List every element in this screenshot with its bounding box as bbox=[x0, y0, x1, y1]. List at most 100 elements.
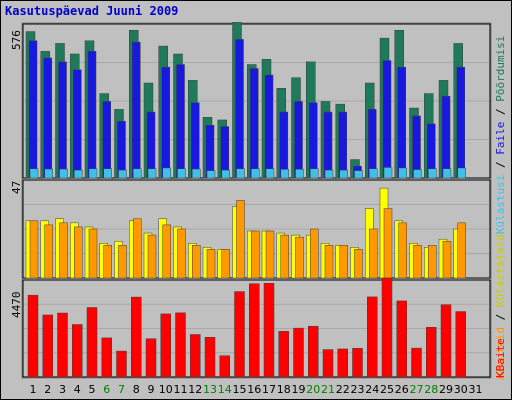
bar-kbaite-day-29 bbox=[440, 304, 452, 378]
bar-klastusi-day-11 bbox=[177, 168, 186, 179]
x-tick-day-9: 9 bbox=[148, 383, 155, 396]
bar-faile-day-13 bbox=[205, 124, 215, 179]
bar-klastusi-day-16 bbox=[251, 168, 260, 179]
bar-faile-day-7 bbox=[117, 121, 126, 179]
bar-arvuteid-day-23 bbox=[354, 249, 363, 279]
x-tick-day-2: 2 bbox=[44, 383, 51, 396]
bar-arvuteid-day-20 bbox=[310, 228, 319, 279]
x-tick-day-23: 23 bbox=[351, 383, 365, 396]
bar-faile-day-17 bbox=[264, 74, 274, 179]
x-tick-day-29: 29 bbox=[439, 383, 453, 396]
bar-arvuteid-day-16 bbox=[251, 230, 260, 279]
bar-arvuteid-day-21 bbox=[324, 245, 334, 279]
x-tick-day-24: 24 bbox=[365, 383, 379, 396]
bar-faile-day-15 bbox=[235, 39, 244, 179]
x-tick-day-12: 12 bbox=[188, 383, 202, 396]
x-tick-day-31: 31 bbox=[469, 383, 483, 396]
bar-kbaite-day-28 bbox=[426, 327, 437, 378]
bar-klastusi-day-10 bbox=[162, 167, 171, 179]
x-tick-day-1: 1 bbox=[30, 383, 37, 396]
bar-faile-day-19 bbox=[294, 101, 303, 179]
bar-klastusi-day-4 bbox=[74, 169, 83, 179]
x-tick-day-15: 15 bbox=[233, 383, 247, 396]
bar-faile-day-27 bbox=[412, 115, 421, 179]
bar-faile-day-20 bbox=[309, 102, 318, 179]
bar-kbaite-day-24 bbox=[367, 296, 378, 378]
x-tick-day-10: 10 bbox=[159, 383, 173, 396]
bar-kbaite-day-12 bbox=[190, 334, 201, 378]
bar-faile-day-24 bbox=[368, 109, 377, 179]
bar-faile-day-11 bbox=[176, 64, 185, 179]
bar-klastusi-day-6 bbox=[103, 168, 112, 179]
bar-arvuteid-day-8 bbox=[133, 218, 142, 279]
bar-faile-day-30 bbox=[456, 66, 465, 179]
chart-title: Kasutuspäevad Juuni 2009 bbox=[5, 4, 179, 18]
bar-klastusi-day-18 bbox=[280, 169, 289, 179]
bar-klastusi-day-2 bbox=[44, 168, 53, 179]
bar-kbaite-day-21 bbox=[322, 349, 334, 378]
bar-klastusi-day-5 bbox=[88, 168, 98, 179]
bar-arvuteid-day-7 bbox=[118, 245, 127, 279]
bar-klastusi-day-22 bbox=[339, 169, 348, 179]
x-tick-day-8: 8 bbox=[133, 383, 140, 396]
bar-kbaite-day-19 bbox=[293, 327, 304, 378]
bar-faile-day-22 bbox=[338, 111, 347, 179]
x-tick-day-19: 19 bbox=[292, 383, 306, 396]
x-tick-day-28: 28 bbox=[424, 383, 438, 396]
bar-kbaite-day-27 bbox=[411, 347, 422, 378]
bar-klastusi-day-24 bbox=[369, 168, 378, 179]
bar-faile-day-3 bbox=[58, 61, 67, 179]
bar-faile-day-1 bbox=[28, 40, 38, 179]
bar-kbaite-day-30 bbox=[455, 311, 466, 378]
x-tick-day-6: 6 bbox=[103, 383, 110, 396]
bar-kbaite-day-25 bbox=[381, 277, 393, 378]
bar-klastusi-day-20 bbox=[310, 168, 319, 179]
bar-klastusi-day-15 bbox=[236, 168, 245, 179]
bar-kbaite-day-17 bbox=[263, 283, 275, 378]
x-tick-day-16: 16 bbox=[247, 383, 261, 396]
bar-kbaite-day-1 bbox=[27, 294, 39, 378]
bar-klastusi-day-19 bbox=[295, 169, 304, 179]
bar-arvuteid-day-6 bbox=[103, 245, 112, 279]
bar-kbaite-day-26 bbox=[396, 300, 407, 378]
bar-kbaite-day-15 bbox=[234, 291, 245, 378]
bar-kbaite-day-11 bbox=[175, 312, 186, 378]
bar-faile-day-29 bbox=[441, 95, 451, 179]
bar-arvuteid-day-26 bbox=[398, 222, 407, 279]
bar-faile-day-16 bbox=[250, 68, 259, 179]
x-tick-day-17: 17 bbox=[262, 383, 276, 396]
bar-klastusi-day-29 bbox=[442, 168, 452, 179]
bar-arvuteid-day-27 bbox=[413, 245, 422, 279]
bar-kbaite-day-3 bbox=[57, 312, 68, 378]
x-tick-day-7: 7 bbox=[118, 383, 125, 396]
bar-arvuteid-day-3 bbox=[59, 222, 68, 279]
x-tick-day-26: 26 bbox=[395, 383, 409, 396]
bar-kbaite-day-6 bbox=[101, 337, 112, 378]
bar-faile-day-12 bbox=[191, 102, 200, 179]
bar-faile-day-8 bbox=[132, 41, 141, 179]
bar-klastusi-day-7 bbox=[118, 169, 127, 179]
bar-faile-day-18 bbox=[279, 111, 288, 179]
x-tick-day-22: 22 bbox=[336, 383, 350, 396]
bar-arvuteid-day-2 bbox=[44, 224, 53, 279]
bar-faile-day-6 bbox=[102, 101, 111, 179]
bar-arvuteid-day-22 bbox=[339, 245, 348, 279]
bar-kbaite-day-14 bbox=[219, 355, 230, 378]
bar-klastusi-day-23 bbox=[354, 170, 363, 179]
plot-border bbox=[21, 22, 492, 379]
bar-klastusi-day-30 bbox=[457, 167, 466, 179]
x-tick-day-14: 14 bbox=[218, 383, 232, 396]
bar-arvuteid-day-12 bbox=[192, 245, 201, 279]
bar-klastusi-day-3 bbox=[59, 168, 68, 179]
bar-arvuteid-day-28 bbox=[428, 245, 437, 279]
bar-arvuteid-day-29 bbox=[442, 240, 452, 279]
bar-klastusi-day-13 bbox=[206, 170, 216, 179]
bar-arvuteid-day-13 bbox=[206, 249, 216, 279]
bar-faile-day-4 bbox=[73, 69, 82, 179]
bar-kbaite-day-22 bbox=[337, 348, 348, 378]
x-tick-day-13: 13 bbox=[203, 383, 217, 396]
bar-arvuteid-day-19 bbox=[295, 236, 304, 279]
bar-kbaite-day-7 bbox=[116, 350, 127, 378]
x-tick-day-30: 30 bbox=[454, 383, 468, 396]
x-tick-day-25: 25 bbox=[380, 383, 394, 396]
